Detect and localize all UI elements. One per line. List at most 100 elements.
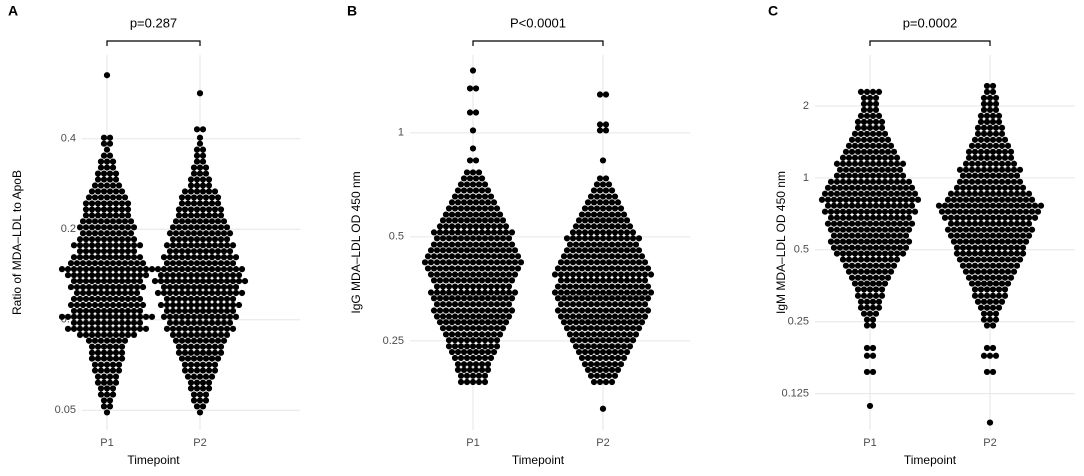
dot <box>190 373 198 380</box>
dot <box>214 248 222 255</box>
dot <box>136 254 144 261</box>
dot <box>977 184 985 191</box>
dot <box>205 325 213 332</box>
dot <box>112 188 120 195</box>
dot <box>187 301 195 309</box>
dot <box>863 256 871 263</box>
dot <box>1010 238 1018 245</box>
dot <box>484 223 492 230</box>
dot <box>1007 250 1015 257</box>
dot <box>977 148 985 155</box>
dot <box>484 253 492 260</box>
dot <box>139 301 147 309</box>
dot <box>100 200 108 207</box>
dot <box>469 169 477 176</box>
dot <box>995 148 1003 155</box>
dot <box>638 319 646 326</box>
dot <box>106 331 114 338</box>
dot <box>1013 232 1021 239</box>
dot <box>184 194 192 201</box>
dot <box>893 178 901 185</box>
dot <box>554 295 562 302</box>
dot <box>1007 154 1015 161</box>
dot <box>223 325 231 332</box>
dot <box>490 319 498 326</box>
dot <box>220 254 228 261</box>
dot <box>872 244 880 251</box>
dot <box>220 283 228 291</box>
dot <box>106 307 114 315</box>
dot <box>184 218 192 225</box>
dot <box>94 307 102 315</box>
dot <box>596 187 604 194</box>
dot <box>827 214 835 221</box>
dot <box>472 157 480 164</box>
dot <box>557 289 565 296</box>
dot <box>953 220 961 227</box>
dot <box>992 298 1000 305</box>
dot <box>469 354 477 362</box>
dot <box>466 229 474 236</box>
dot <box>599 348 607 356</box>
dot <box>481 354 489 362</box>
dot <box>599 259 607 266</box>
dot <box>626 307 634 314</box>
dot <box>980 160 988 167</box>
dot <box>109 230 117 237</box>
dot <box>881 178 889 185</box>
dot <box>872 220 880 227</box>
dot <box>475 247 483 254</box>
dot <box>493 289 501 296</box>
dot <box>611 361 619 368</box>
dot <box>202 200 210 207</box>
dot <box>962 160 970 167</box>
dot <box>163 272 171 279</box>
dot <box>196 409 204 416</box>
dot <box>1031 214 1039 221</box>
dot <box>493 343 501 350</box>
dot <box>481 343 489 350</box>
dot <box>899 214 907 221</box>
dot <box>70 313 78 320</box>
dot <box>986 238 994 245</box>
dot <box>91 337 99 344</box>
dot <box>617 271 625 278</box>
dot <box>986 94 994 102</box>
dot <box>499 325 507 332</box>
dot <box>475 337 483 344</box>
dot <box>605 289 613 296</box>
dot <box>445 271 453 278</box>
dot <box>463 247 471 254</box>
dot <box>998 238 1006 245</box>
dot <box>115 283 123 291</box>
dot <box>226 248 234 255</box>
dot <box>103 283 111 291</box>
dot <box>190 230 198 237</box>
dot <box>100 224 108 231</box>
dot <box>448 331 456 338</box>
dot <box>968 160 976 167</box>
dot <box>487 271 495 278</box>
dot <box>97 158 105 165</box>
dot <box>833 178 841 185</box>
dot <box>608 283 616 290</box>
dot <box>632 265 640 272</box>
dot <box>490 199 498 206</box>
dot <box>466 157 474 164</box>
dot <box>196 170 204 177</box>
dot <box>475 205 483 212</box>
dot <box>1001 286 1009 293</box>
dot <box>605 325 613 332</box>
dot <box>623 217 631 224</box>
dot <box>475 169 483 176</box>
dot <box>989 244 997 251</box>
dot <box>502 253 510 260</box>
dot <box>887 190 895 197</box>
dot <box>169 325 177 332</box>
dot <box>842 196 850 203</box>
dot <box>842 220 850 227</box>
dot <box>109 194 117 201</box>
dot <box>602 307 610 314</box>
dot <box>199 278 207 285</box>
dot <box>481 325 489 332</box>
